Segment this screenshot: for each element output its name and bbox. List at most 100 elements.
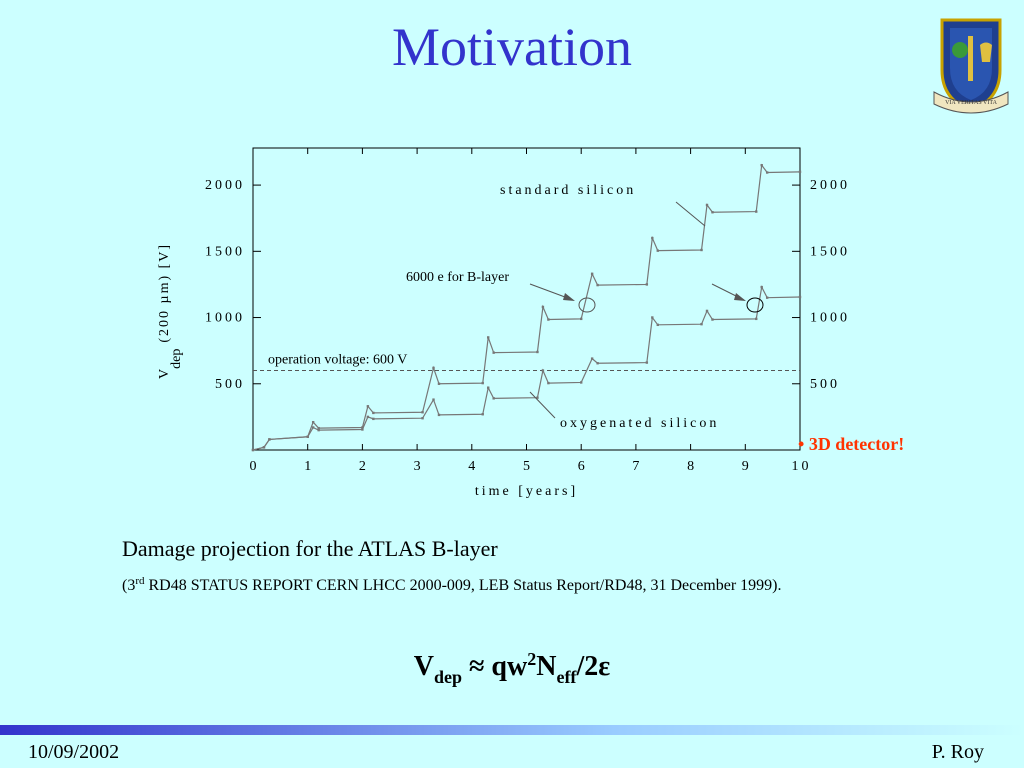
caption: Damage projection for the ATLAS B-layer — [122, 536, 498, 561]
point — [580, 317, 583, 321]
point — [492, 397, 495, 400]
point — [487, 386, 490, 389]
logo: VIA VERITAS VITA — [933, 18, 1009, 114]
note: • 3D detector! — [798, 434, 904, 454]
point — [580, 381, 583, 384]
point — [536, 396, 539, 399]
y-tick-label: 500 — [215, 377, 245, 392]
threshold-label: operation voltage: 600 V — [268, 353, 407, 368]
point — [656, 249, 659, 252]
point — [547, 318, 550, 321]
y-axis-label-part: (200 µm) [V] — [157, 243, 172, 343]
point — [755, 317, 758, 321]
point — [317, 428, 320, 432]
leader-line — [675, 201, 706, 227]
point — [251, 448, 255, 452]
reference: (3rd RD48 STATUS REPORT CERN LHCC 2000-0… — [122, 575, 782, 594]
formula-part: N — [536, 651, 556, 682]
point — [700, 322, 703, 326]
point — [361, 426, 364, 429]
point — [700, 248, 703, 252]
footer-date: 10/09/2002 — [28, 741, 119, 763]
y2-tick-label: 1500 — [810, 244, 850, 259]
point — [481, 413, 484, 416]
formula-part: ≈ qw — [462, 651, 528, 682]
point — [590, 357, 594, 360]
point — [268, 438, 271, 441]
point — [311, 426, 315, 429]
note-text: 3D detector! — [809, 434, 904, 454]
reference-part: (3 — [122, 577, 135, 594]
point — [596, 362, 599, 365]
circle-marker — [746, 297, 764, 313]
x-tick-label: 4 — [468, 459, 478, 474]
point — [711, 318, 714, 321]
y-tick-label: 1500 — [205, 244, 245, 259]
series-label: standard silicon — [500, 183, 636, 198]
point — [596, 283, 599, 287]
y-axis-label-part: V — [157, 369, 172, 379]
point — [317, 426, 320, 430]
point — [755, 210, 758, 213]
slide-title: Motivation — [392, 17, 632, 77]
point — [645, 283, 649, 286]
formula-part: /2ε — [575, 651, 610, 682]
y-tick-label: 2000 — [205, 178, 245, 193]
point — [760, 164, 763, 167]
formula-sub: eff — [556, 667, 577, 687]
formula-sup: 2 — [527, 649, 536, 669]
logo-motto: VIA VERITAS VITA — [945, 100, 997, 106]
y2-tick-label: 2000 — [810, 178, 850, 193]
point — [437, 413, 441, 417]
x-tick-label: 7 — [632, 459, 642, 474]
point — [366, 405, 370, 408]
footer-author: P. Roy — [932, 741, 984, 763]
x-tick-label: 0 — [250, 459, 260, 474]
point — [536, 350, 539, 354]
point — [765, 296, 769, 299]
point — [487, 336, 490, 339]
y-axis-label-part: dep — [169, 349, 184, 369]
point — [798, 295, 802, 299]
point — [541, 305, 545, 309]
x-tick-label: 3 — [414, 459, 424, 474]
arrowhead — [563, 293, 575, 301]
arrowhead — [734, 293, 746, 301]
formula-sub: dep — [434, 667, 462, 687]
x-tick-label: 2 — [359, 459, 369, 474]
point — [421, 411, 424, 414]
x-tick-label: 9 — [742, 459, 752, 474]
point — [492, 351, 495, 354]
point — [372, 411, 375, 415]
point — [651, 316, 654, 319]
point — [421, 417, 424, 420]
point — [432, 366, 435, 370]
formula-part: V — [414, 651, 434, 682]
point — [361, 428, 364, 431]
point — [760, 285, 763, 289]
point — [645, 361, 649, 364]
annotation: 6000 e for B-layer — [406, 270, 509, 285]
point — [432, 398, 435, 401]
point — [366, 415, 370, 419]
point — [372, 417, 375, 421]
point — [481, 381, 484, 385]
y2-tick-label: 1000 — [810, 311, 850, 326]
point — [541, 369, 545, 372]
point — [311, 420, 315, 424]
y2-tick-label: 500 — [810, 377, 840, 392]
point — [651, 236, 654, 240]
point — [547, 381, 550, 385]
circle-marker — [578, 297, 596, 313]
leader-line — [529, 391, 556, 419]
x-tick-label: 1 — [304, 459, 314, 474]
point — [798, 170, 802, 174]
chart: 0 1 2 3 4 5 6 7 8 9 10 500 1000 1500 2000 500 1000 1500 20… — [157, 147, 850, 499]
point — [656, 323, 659, 327]
point — [711, 211, 714, 214]
series-label: oxygenated silicon — [560, 416, 719, 431]
x-tick-label: 6 — [578, 459, 588, 474]
reference-part: RD48 STATUS REPORT CERN LHCC 2000-009, L… — [145, 577, 782, 594]
reference-sup: rd — [135, 575, 145, 587]
